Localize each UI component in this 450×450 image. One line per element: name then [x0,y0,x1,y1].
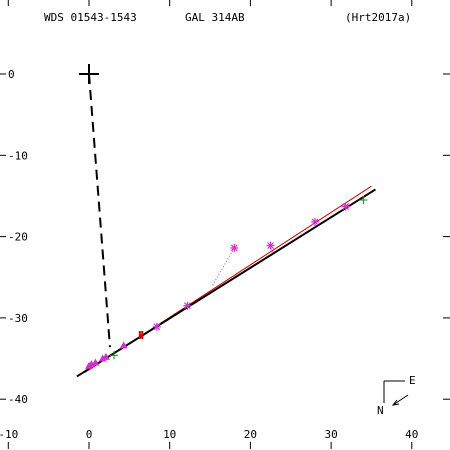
y-tick-label: -30 [8,312,28,325]
asterisk-stroke [153,323,161,331]
observation-marks [79,64,368,369]
triangle-point [85,361,93,369]
triangle-point [98,354,107,362]
x-tick-label: -10 [0,428,18,441]
asterisk-point [266,241,275,250]
y-tick-label: -20 [8,231,28,244]
compass-motion-arrow [392,394,409,406]
axis-tick-labels: -10 0 10 20 30 40 0 -10 -20 -30 -40 [0,68,418,441]
plus-point [110,351,119,360]
orbit-lines [76,73,377,378]
header-wds-id: WDS 01543-1543 [44,11,137,24]
y-tick-label: 0 [8,68,15,81]
asterisk-stroke [267,242,274,249]
asterisk-point [152,322,161,331]
triangle-point [119,341,128,349]
plus-point [359,196,368,205]
asterisk-stroke [342,203,350,210]
x-tick-label: 0 [86,428,93,441]
y-tick-label: -10 [8,149,28,162]
asterisk-point [183,301,192,310]
asterisk-point [310,217,319,226]
compass-east-label: E [409,374,416,387]
header-reference: (Hrt2017a) [345,11,411,24]
x-tick-label: 30 [324,428,337,441]
asterisk-point [341,202,350,211]
x-tick-label: 10 [163,428,176,441]
asterisk-stroke [184,302,191,310]
orbit-line [76,188,377,378]
y-tick-label: -40 [8,393,28,406]
header-discoverer: GAL 314AB [185,11,245,24]
asterisk-point [230,243,239,252]
x-tick-label: 20 [244,428,257,441]
node-line [88,73,111,348]
compass-north-label: N [377,404,384,417]
asterisk-stroke [230,244,238,252]
compass-rose: E N [377,374,416,417]
compass-arrow-head [391,399,400,406]
asterisk-stroke [311,218,319,226]
x-tick-label: 40 [405,428,418,441]
residual-link [212,247,235,286]
